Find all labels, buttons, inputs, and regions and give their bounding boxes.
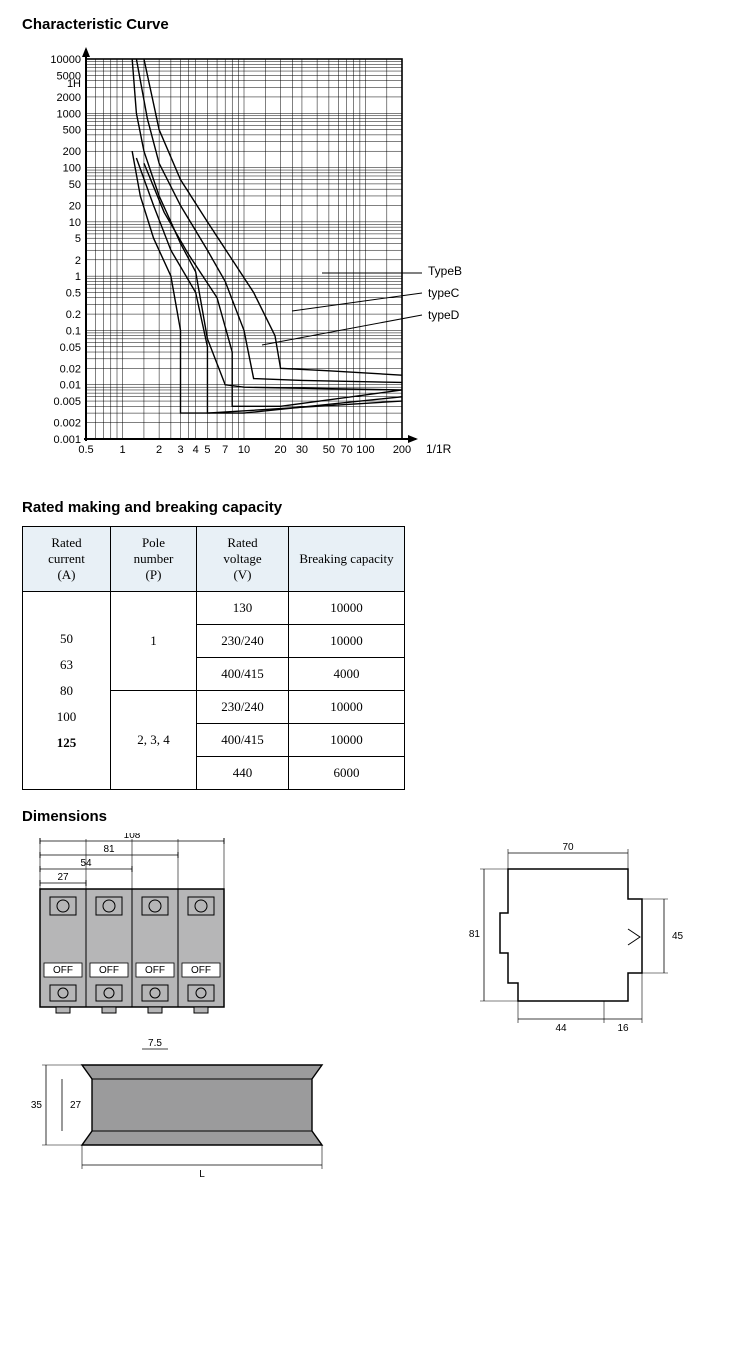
- svg-text:20: 20: [69, 201, 81, 213]
- svg-text:10: 10: [69, 217, 81, 229]
- section-title-capacity: Rated making and breaking capacity: [22, 499, 719, 516]
- svg-text:500: 500: [63, 125, 81, 137]
- svg-text:70: 70: [562, 842, 574, 853]
- svg-text:OFF: OFF: [99, 965, 119, 976]
- svg-text:typeD: typeD: [428, 308, 460, 322]
- svg-text:20: 20: [274, 444, 286, 456]
- capacity-cell: 130: [197, 592, 289, 625]
- svg-text:81: 81: [103, 844, 115, 855]
- capacity-header: Pole number(P): [111, 527, 197, 592]
- svg-text:OFF: OFF: [145, 965, 165, 976]
- svg-text:0.005: 0.005: [53, 396, 81, 408]
- svg-text:0.5: 0.5: [66, 287, 81, 299]
- svg-text:1H: 1H: [67, 78, 81, 90]
- svg-text:TypeB: TypeB: [428, 264, 462, 278]
- capacity-cell: 400/415: [197, 658, 289, 691]
- svg-text:44: 44: [555, 1023, 567, 1034]
- svg-text:5: 5: [204, 444, 210, 456]
- capacity-cell: 230/240: [197, 625, 289, 658]
- capacity-cell: 230/240: [197, 691, 289, 724]
- svg-text:50: 50: [69, 179, 81, 191]
- svg-text:1: 1: [75, 271, 81, 283]
- svg-text:10: 10: [238, 444, 250, 456]
- svg-text:7: 7: [222, 444, 228, 456]
- section-title-curve: Characteristic Curve: [22, 16, 719, 33]
- svg-text:45: 45: [672, 931, 684, 942]
- svg-text:7.5: 7.5: [148, 1038, 162, 1049]
- svg-text:0.001: 0.001: [53, 434, 81, 446]
- svg-text:2: 2: [156, 444, 162, 456]
- capacity-header: Breaking capacity: [289, 527, 405, 592]
- capacity-cell: 6000: [289, 757, 405, 790]
- capacity-header: Rated current(A): [23, 527, 111, 592]
- svg-text:30: 30: [296, 444, 308, 456]
- svg-text:100: 100: [356, 444, 374, 456]
- svg-text:35: 35: [31, 1100, 43, 1111]
- characteristic-curve-chart: 100005000200010005002001005020105210.50.…: [22, 41, 719, 481]
- capacity-table: Rated current(A)Pole number(P)Rated volt…: [22, 526, 405, 790]
- svg-text:4: 4: [193, 444, 199, 456]
- capacity-cell: 400/415: [197, 724, 289, 757]
- svg-text:0.1: 0.1: [66, 325, 81, 337]
- svg-text:100: 100: [63, 163, 81, 175]
- svg-text:200: 200: [393, 444, 411, 456]
- svg-text:0.002: 0.002: [53, 418, 81, 430]
- rated-current-cell: 506380100125: [23, 592, 111, 790]
- pole-number-cell: 1: [111, 592, 197, 691]
- svg-text:0.2: 0.2: [66, 309, 81, 321]
- svg-text:2: 2: [75, 255, 81, 267]
- svg-text:200: 200: [63, 146, 81, 158]
- svg-text:2000: 2000: [57, 92, 81, 104]
- dimensions-rail-view: 7.5 35 27 L: [22, 1035, 342, 1185]
- svg-text:70: 70: [341, 444, 353, 456]
- svg-text:1/1R: 1/1R: [426, 442, 452, 456]
- svg-text:5: 5: [75, 233, 81, 245]
- svg-text:50: 50: [323, 444, 335, 456]
- svg-text:1000: 1000: [57, 108, 81, 120]
- svg-text:OFF: OFF: [191, 965, 211, 976]
- capacity-cell: 10000: [289, 625, 405, 658]
- svg-text:3: 3: [177, 444, 183, 456]
- capacity-cell: 10000: [289, 691, 405, 724]
- svg-text:0.01: 0.01: [60, 380, 81, 392]
- svg-text:0.5: 0.5: [78, 444, 93, 456]
- curve-svg: 100005000200010005002001005020105210.50.…: [22, 41, 492, 481]
- dimensions-row-1: 108815427OFFOFFOFFOFF 7081454416: [22, 833, 719, 1041]
- svg-text:L: L: [199, 1169, 205, 1180]
- svg-text:27: 27: [57, 872, 69, 883]
- dimensions-row-2: 7.5 35 27 L: [22, 1035, 719, 1185]
- dimensions-side-view: 70 81 45 44 16: [458, 833, 684, 1041]
- svg-text:typeC: typeC: [428, 286, 460, 300]
- svg-text:OFF: OFF: [53, 965, 73, 976]
- svg-text:1: 1: [119, 444, 125, 456]
- capacity-cell: 440: [197, 757, 289, 790]
- svg-text:0.05: 0.05: [60, 342, 81, 354]
- svg-text:0.02: 0.02: [60, 363, 81, 375]
- capacity-cell: 4000: [289, 658, 405, 691]
- dimensions-front-view: 108815427OFFOFFOFFOFF: [22, 833, 238, 1033]
- capacity-cell: 10000: [289, 592, 405, 625]
- capacity-cell: 10000: [289, 724, 405, 757]
- svg-text:16: 16: [617, 1023, 629, 1034]
- section-title-dimensions: Dimensions: [22, 808, 719, 825]
- svg-text:10000: 10000: [50, 54, 81, 66]
- svg-text:27: 27: [70, 1100, 82, 1111]
- capacity-header: Rated voltage(V): [197, 527, 289, 592]
- svg-text:81: 81: [469, 929, 481, 940]
- pole-number-cell: 2, 3, 4: [111, 691, 197, 790]
